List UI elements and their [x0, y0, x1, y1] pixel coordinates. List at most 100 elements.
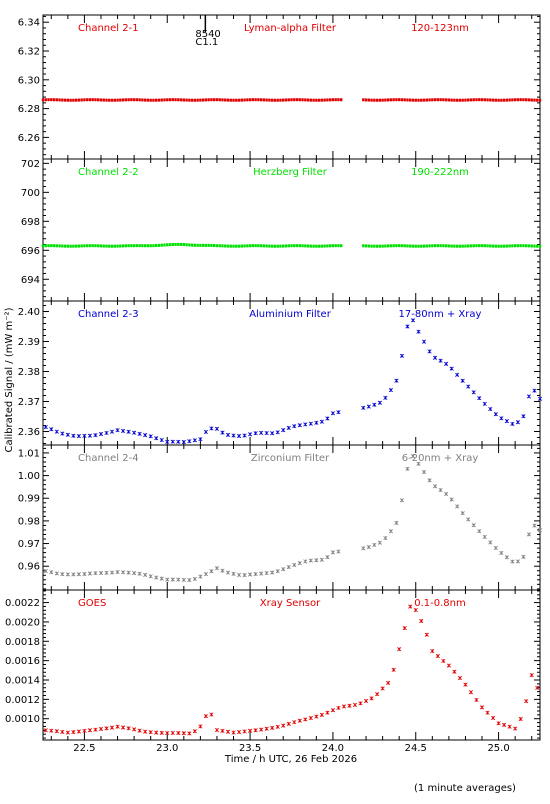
data-point — [215, 98, 219, 102]
data-point — [110, 244, 114, 248]
data-point — [218, 98, 221, 102]
data-point — [511, 98, 514, 102]
data-point — [71, 433, 76, 438]
y-tick-label: 700 — [21, 188, 40, 199]
data-point — [455, 372, 460, 377]
data-point — [171, 98, 174, 102]
band-label: 6-20nm + Xray — [402, 453, 479, 464]
data-point — [149, 98, 152, 102]
data-point — [446, 663, 451, 668]
data-point — [215, 244, 219, 248]
data-point — [99, 244, 103, 248]
data-point — [240, 244, 243, 248]
data-point — [270, 244, 274, 248]
data-point — [146, 244, 150, 248]
data-point — [516, 244, 520, 248]
data-point — [409, 244, 412, 248]
data-point — [132, 244, 136, 248]
series-points — [43, 604, 540, 736]
y-tick-label: 0.0018 — [5, 637, 40, 648]
data-point — [513, 726, 518, 731]
data-point — [82, 728, 87, 733]
data-point — [58, 98, 61, 102]
data-point — [510, 559, 515, 564]
data-point — [292, 424, 297, 429]
data-point — [282, 98, 285, 102]
data-point — [98, 431, 104, 437]
data-point — [535, 685, 540, 690]
data-point — [243, 98, 246, 102]
data-point — [522, 98, 525, 102]
data-point — [502, 722, 507, 727]
data-point — [378, 98, 382, 102]
data-point — [69, 98, 72, 102]
data-point — [493, 412, 498, 417]
data-point — [336, 410, 341, 415]
data-point — [325, 710, 330, 715]
data-point — [511, 244, 514, 248]
data-point — [502, 98, 506, 102]
data-point — [406, 244, 409, 248]
data-point — [326, 244, 329, 248]
data-point — [480, 98, 484, 102]
data-point — [293, 98, 296, 102]
data-point — [276, 244, 279, 248]
data-point — [54, 729, 59, 734]
data-point — [362, 98, 365, 102]
data-point — [496, 721, 501, 726]
data-point — [453, 244, 456, 248]
data-point — [229, 98, 232, 102]
data-point — [308, 716, 313, 721]
data-point — [268, 98, 271, 102]
data-point — [399, 353, 405, 358]
data-point — [135, 244, 139, 248]
data-point — [507, 724, 512, 729]
data-point — [91, 98, 94, 102]
data-point — [207, 243, 210, 247]
data-point — [181, 731, 186, 736]
data-point — [455, 504, 460, 509]
data-point — [491, 244, 495, 248]
data-point — [61, 244, 64, 248]
data-point — [41, 98, 45, 102]
data-point — [104, 430, 109, 436]
data-point — [475, 244, 478, 248]
data-point — [229, 244, 232, 248]
filter-label: Xray Sensor — [260, 598, 321, 609]
data-point — [204, 98, 208, 102]
data-point — [47, 244, 50, 248]
x-tick-label: 23.0 — [156, 743, 178, 754]
band-label: 190-222nm — [411, 167, 469, 178]
data-point — [132, 98, 136, 102]
data-point — [204, 243, 208, 247]
data-point — [444, 491, 449, 497]
data-point — [126, 570, 131, 575]
data-point — [308, 558, 313, 563]
data-point — [181, 439, 186, 445]
data-point — [472, 244, 475, 248]
data-point — [436, 244, 440, 248]
data-point — [232, 244, 235, 248]
data-point — [392, 244, 395, 248]
data-point — [193, 243, 197, 247]
data-point — [231, 433, 236, 438]
data-point — [54, 429, 59, 434]
data-point — [88, 98, 92, 102]
data-point — [41, 244, 45, 248]
data-point — [257, 244, 260, 248]
data-point — [463, 682, 468, 687]
data-point — [132, 727, 137, 732]
data-point — [421, 469, 427, 475]
data-point — [284, 244, 288, 248]
data-point — [314, 714, 319, 719]
data-point — [483, 98, 486, 102]
data-point — [439, 244, 442, 248]
data-point — [522, 244, 525, 248]
data-point — [109, 725, 115, 730]
data-point — [47, 98, 50, 102]
data-point — [137, 431, 142, 436]
data-point — [325, 555, 330, 560]
data-point — [287, 244, 290, 248]
data-point — [220, 430, 225, 435]
